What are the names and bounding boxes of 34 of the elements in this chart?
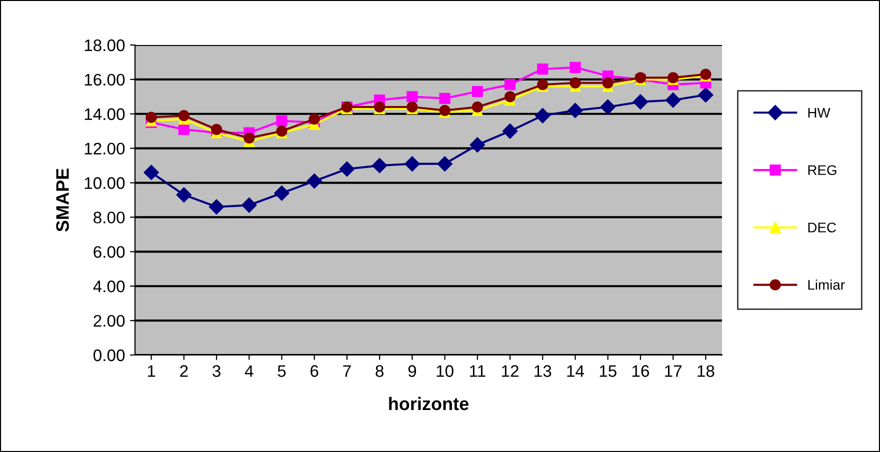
x-tick-label: 17 xyxy=(665,365,682,377)
y-tick-label: 4.00 xyxy=(93,280,125,292)
y-tick-label: 14.00 xyxy=(84,108,125,120)
x-tick-label: 16 xyxy=(632,365,650,377)
y-tick-label: 0.00 xyxy=(93,349,125,362)
x-tick-label: 14 xyxy=(567,365,584,377)
y-tick-label: 18.00 xyxy=(84,39,125,52)
legend-label: HW xyxy=(808,108,830,118)
y-tick-label: 8.00 xyxy=(94,212,125,224)
legend-label: Limiar xyxy=(808,280,845,290)
x-tick-label: 1 xyxy=(148,365,156,377)
x-tick-label: 3 xyxy=(212,365,220,377)
y-tick-label: 12.00 xyxy=(84,142,125,155)
y-tick-label: 10.00 xyxy=(84,177,125,189)
x-tick-label: 18 xyxy=(698,365,714,377)
x-tick-label: 2 xyxy=(180,365,188,377)
x-tick-label: 5 xyxy=(278,365,286,377)
y-tick-label: 6.00 xyxy=(94,246,125,258)
x-tick-label: 13 xyxy=(534,365,552,377)
y-tick-label: 2.00 xyxy=(94,314,125,327)
x-tick-label: 9 xyxy=(408,365,416,377)
y-axis-title: SMAPE xyxy=(56,168,69,232)
x-axis-title: horizonte xyxy=(389,396,469,410)
legend-label: DEC xyxy=(808,222,836,232)
x-tick-label: 7 xyxy=(343,365,351,377)
legend-label: REG xyxy=(808,165,836,176)
x-tick-label: 4 xyxy=(244,365,254,377)
x-tick-label: 6 xyxy=(310,365,318,377)
x-tick-label: 11 xyxy=(470,365,486,377)
x-tick-label: 12 xyxy=(502,365,518,377)
x-tick-label: 15 xyxy=(600,365,616,377)
x-tick-label: 10 xyxy=(436,365,454,377)
x-tick-label: 8 xyxy=(376,365,384,377)
y-tick-label: 16.00 xyxy=(84,74,125,86)
